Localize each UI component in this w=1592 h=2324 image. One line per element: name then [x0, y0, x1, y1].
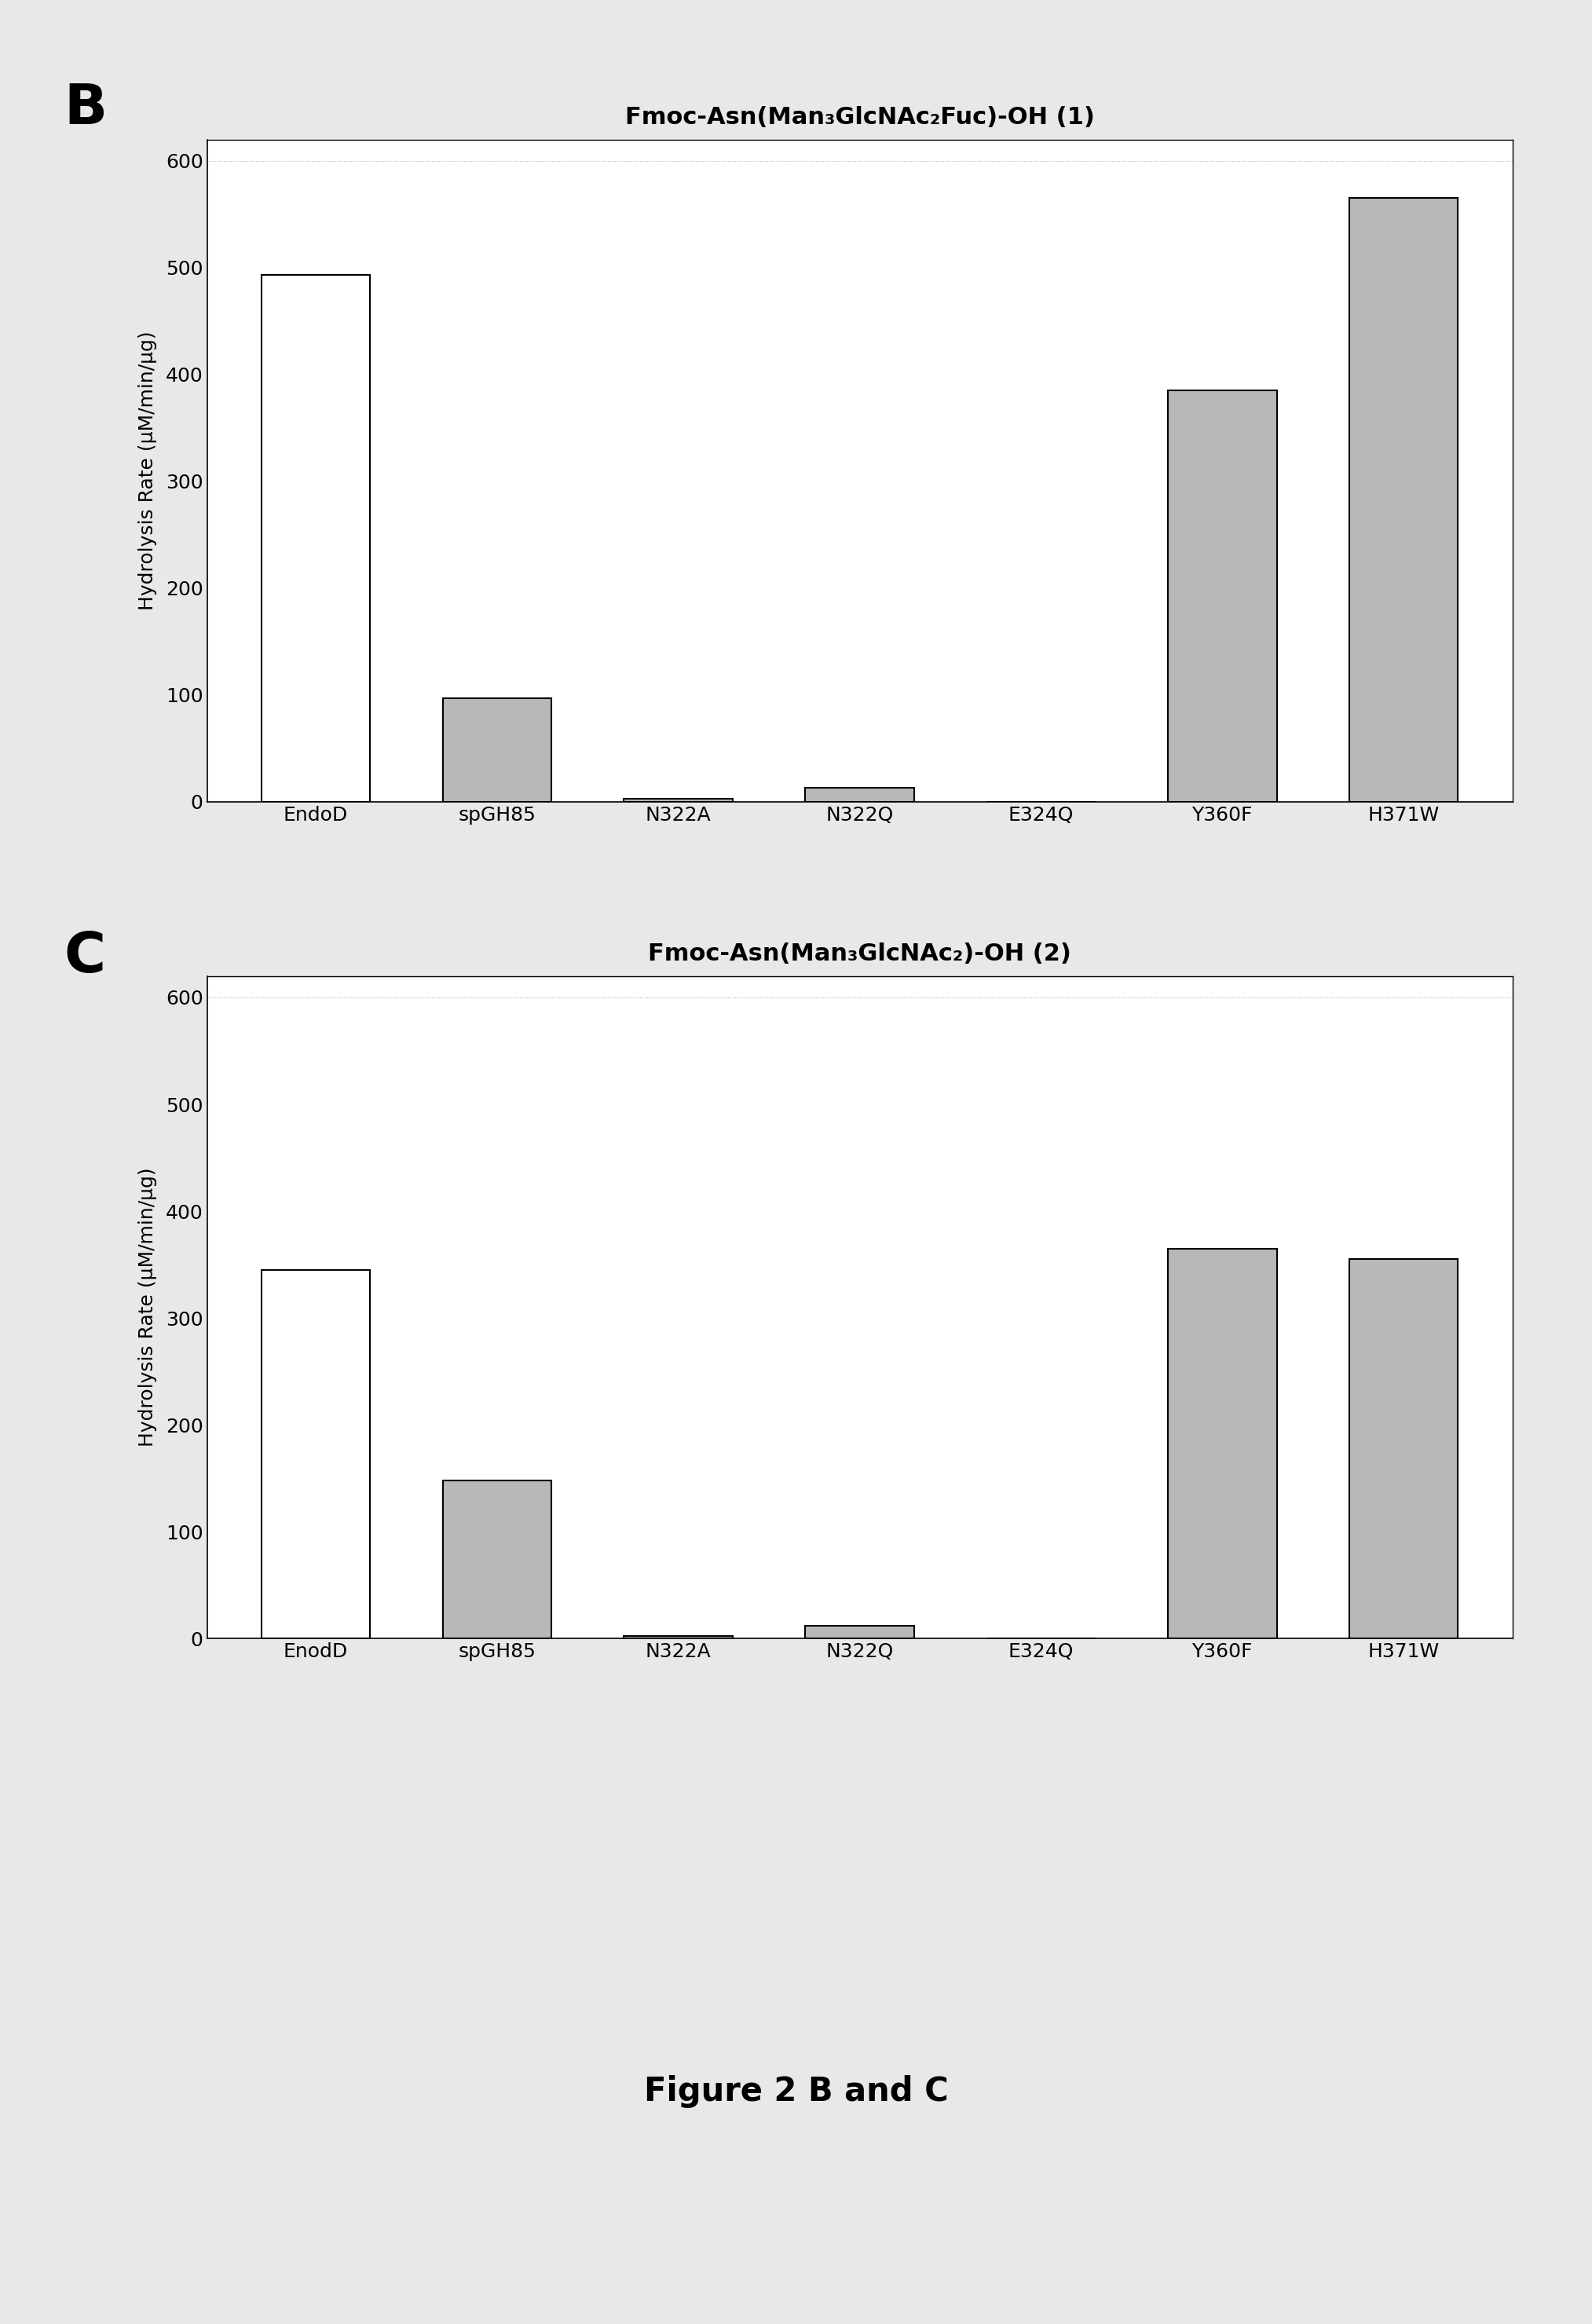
Bar — [443, 697, 551, 802]
Bar — [1169, 390, 1277, 802]
Title: Fmoc-Asn(Man₃GlcNAc₂)-OH (2): Fmoc-Asn(Man₃GlcNAc₂)-OH (2) — [648, 944, 1071, 964]
Title: Fmoc-Asn(Man₃GlcNAc₂Fuc)-OH (1): Fmoc-Asn(Man₃GlcNAc₂Fuc)-OH (1) — [626, 107, 1094, 128]
Text: Figure 2 B and C: Figure 2 B and C — [643, 2075, 949, 2108]
Text: B: B — [64, 81, 107, 135]
Bar — [624, 799, 732, 802]
Bar — [261, 1269, 369, 1638]
Bar — [1348, 1260, 1458, 1638]
Bar — [806, 788, 914, 802]
Text: C: C — [64, 930, 105, 983]
Y-axis label: Hydrolysis Rate (μM/min/μg): Hydrolysis Rate (μM/min/μg) — [139, 330, 158, 611]
Bar — [443, 1480, 551, 1638]
Bar — [1169, 1248, 1277, 1638]
Bar — [806, 1624, 914, 1638]
Y-axis label: Hydrolysis Rate (μM/min/μg): Hydrolysis Rate (μM/min/μg) — [139, 1167, 158, 1448]
Bar — [261, 274, 369, 802]
Bar — [1348, 198, 1458, 802]
